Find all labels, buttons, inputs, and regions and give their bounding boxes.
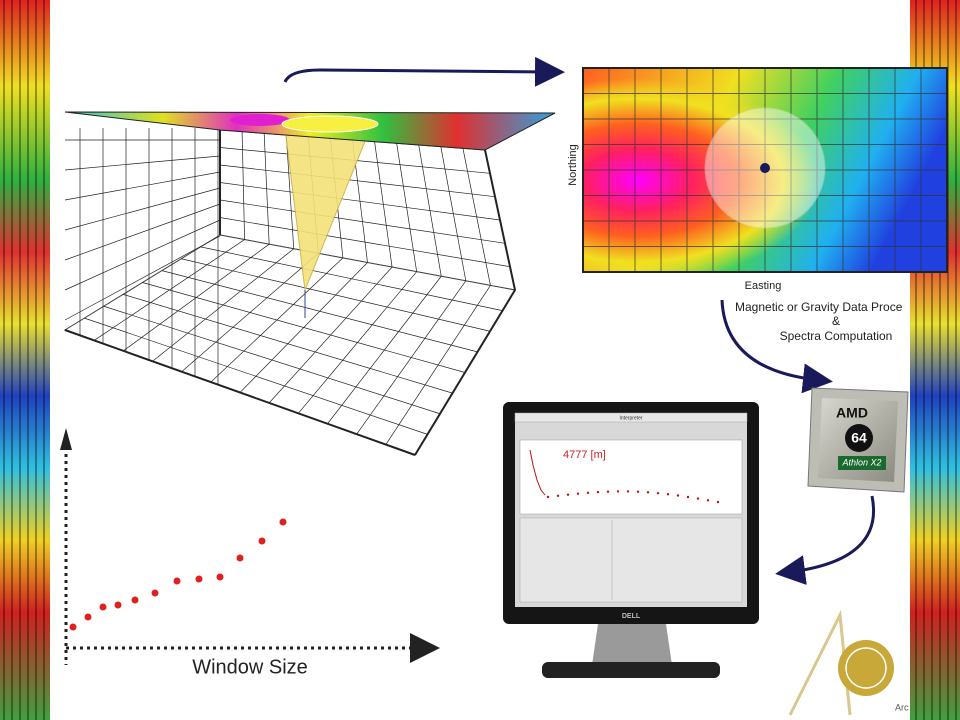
anomaly [230, 114, 290, 126]
wire [123, 294, 453, 394]
dot [636, 490, 640, 493]
dot [616, 490, 620, 493]
dot [216, 573, 224, 581]
dot [195, 575, 203, 583]
process-text: Spectra Computation [780, 329, 893, 343]
wire [219, 217, 511, 268]
box-edge [64, 329, 416, 456]
chip-badge [838, 456, 886, 470]
wire [64, 235, 221, 321]
wire [200, 246, 503, 311]
wire [142, 282, 466, 373]
dot [586, 491, 590, 495]
axis-label: Northing [567, 144, 579, 186]
dot [656, 491, 660, 495]
dot [706, 499, 710, 502]
window-center [760, 163, 770, 173]
dot [566, 493, 570, 496]
dot [151, 589, 159, 597]
wire [84, 317, 428, 435]
chip-bits: 64 [851, 430, 867, 446]
dot [556, 494, 560, 498]
dot [716, 500, 720, 504]
axis-label: Easting [745, 280, 782, 292]
dot [546, 495, 550, 499]
left-map-strip [0, 0, 50, 720]
dot [696, 497, 700, 500]
wire [219, 164, 496, 198]
logo: Arc [788, 609, 909, 716]
axis-label: Window Size [192, 656, 308, 678]
monitor-base [542, 662, 720, 678]
dot [84, 613, 92, 621]
block-model [63, 128, 516, 456]
dot [69, 623, 77, 631]
logo-globe-line [845, 647, 887, 689]
wire [64, 155, 221, 171]
dot [99, 603, 107, 611]
wire [219, 182, 501, 221]
logo-text: Arc [895, 702, 909, 712]
dot [131, 596, 139, 604]
wire [64, 203, 221, 261]
window-title: Interpreter [619, 415, 642, 421]
control-panel [519, 517, 743, 603]
heatmap-frame [582, 67, 948, 273]
arrow [720, 299, 833, 394]
chip-logo [845, 424, 873, 452]
arrow [283, 56, 565, 87]
dot [576, 492, 580, 495]
dot [676, 494, 680, 497]
process-text: Magnetic or Gravity Data Proce [735, 300, 903, 314]
monitor-neck [592, 624, 672, 665]
box-edge [414, 149, 517, 456]
dot [626, 490, 630, 493]
dot [173, 577, 181, 585]
axis-arrow [60, 428, 72, 450]
wire [219, 199, 506, 244]
wire [181, 258, 491, 332]
chip-brand: AMD [836, 405, 868, 421]
dot [666, 493, 670, 496]
dot [686, 495, 690, 499]
anomaly [281, 115, 379, 133]
wire [103, 305, 441, 415]
dot [279, 518, 287, 526]
depth-label: 4777 [m] [563, 449, 606, 461]
wire [64, 187, 221, 231]
dot [114, 601, 122, 609]
monitor-brand: DELL [622, 613, 641, 620]
plot-panel [519, 439, 743, 515]
cpu-chip: AMD 64 Athlon X2 [807, 387, 909, 493]
process-text: & [832, 314, 840, 328]
curve [529, 449, 546, 496]
wire [161, 270, 478, 353]
dot [596, 490, 600, 494]
dot [236, 554, 244, 562]
heatmap [582, 67, 948, 273]
arrow [775, 495, 875, 585]
dot [606, 490, 610, 493]
wire [64, 171, 221, 201]
chip-model: Athlon X2 [841, 457, 881, 467]
monitor: Interpreter 4777 [m] DELL [503, 402, 759, 678]
wire [64, 219, 221, 291]
window-titlebar [514, 412, 748, 423]
dot [258, 537, 266, 545]
dot [646, 491, 650, 494]
